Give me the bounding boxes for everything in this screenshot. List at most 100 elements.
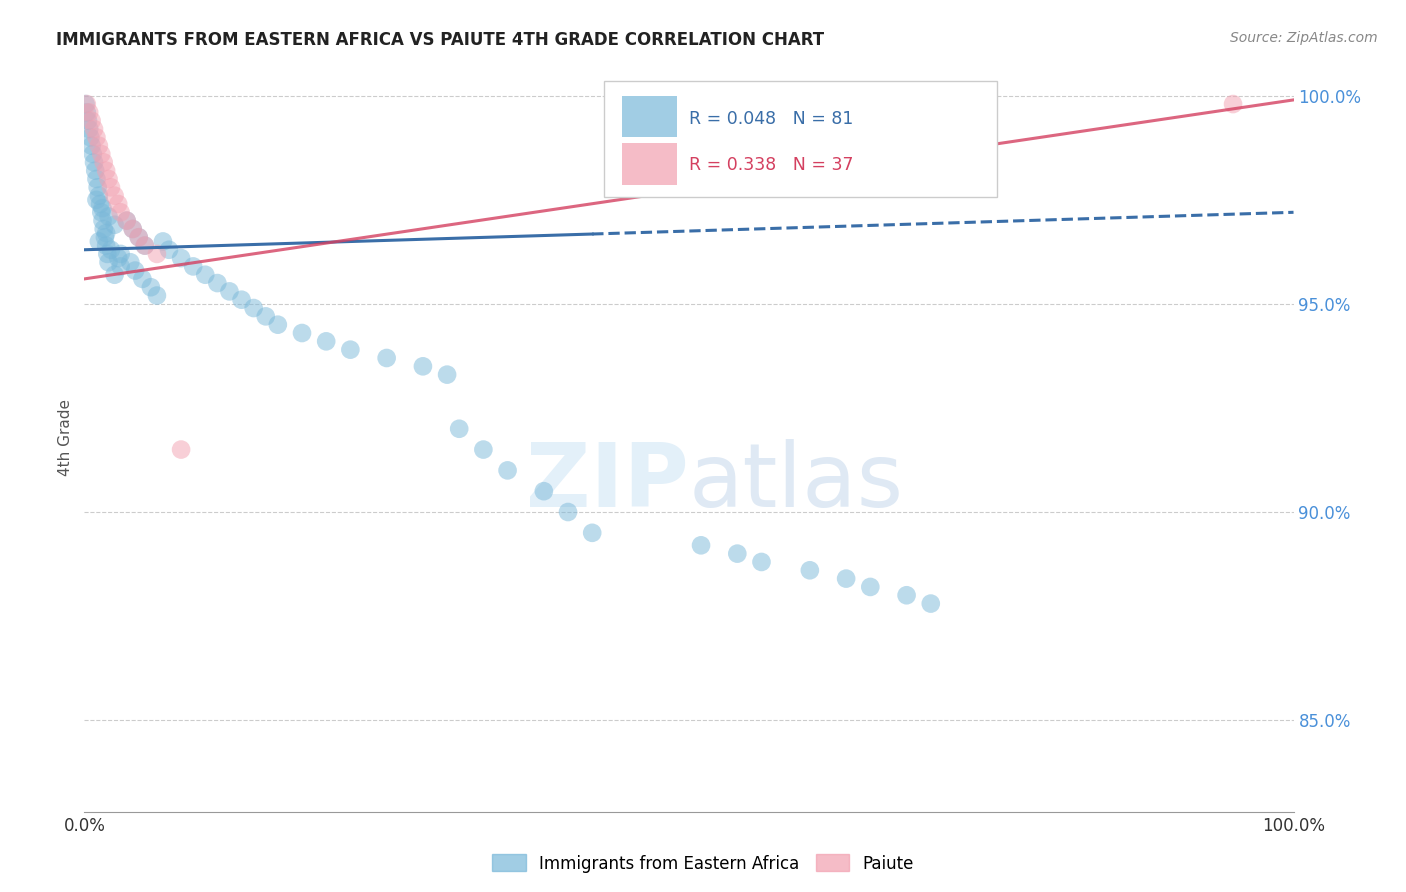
Point — [84, 163, 107, 178]
Point — [76, 97, 98, 112]
Point — [77, 105, 100, 120]
Point — [412, 359, 434, 374]
Point — [104, 188, 127, 202]
Point — [665, 97, 688, 112]
Point — [104, 218, 127, 232]
Point — [690, 538, 713, 552]
Point — [79, 130, 101, 145]
Point — [170, 251, 193, 265]
Point — [683, 105, 706, 120]
Point — [83, 155, 105, 169]
Point — [131, 272, 153, 286]
Point — [86, 172, 108, 186]
Point — [94, 163, 117, 178]
Point — [124, 263, 146, 277]
Point — [720, 130, 742, 145]
Point — [100, 243, 122, 257]
Point — [115, 213, 138, 227]
Point — [859, 580, 882, 594]
Point — [87, 235, 110, 249]
Point — [115, 213, 138, 227]
Point — [291, 326, 314, 340]
Point — [97, 172, 120, 186]
Point — [91, 213, 114, 227]
Point — [375, 351, 398, 365]
Point — [146, 247, 169, 261]
Point — [87, 188, 110, 202]
Point — [449, 422, 471, 436]
Point — [75, 97, 97, 112]
Point — [533, 484, 555, 499]
Point — [267, 318, 290, 332]
Y-axis label: 4th Grade: 4th Grade — [58, 399, 73, 475]
Point — [121, 222, 143, 236]
Point — [315, 334, 337, 349]
Point — [90, 147, 112, 161]
Point — [231, 293, 253, 307]
Point — [82, 147, 104, 161]
Point — [80, 138, 103, 153]
Point — [90, 205, 112, 219]
Point — [756, 147, 779, 161]
FancyBboxPatch shape — [623, 96, 676, 137]
Point — [696, 113, 718, 128]
Point — [242, 301, 264, 315]
Text: R = 0.338   N = 37: R = 0.338 N = 37 — [689, 156, 853, 174]
Point — [107, 197, 129, 211]
Point — [134, 238, 156, 252]
Point — [93, 155, 115, 169]
Point — [110, 247, 132, 261]
Point — [86, 130, 108, 145]
Point — [146, 288, 169, 302]
Point — [207, 276, 229, 290]
Point — [91, 201, 114, 215]
Point — [128, 230, 150, 244]
Point — [120, 255, 142, 269]
Point — [254, 310, 277, 324]
Point — [97, 255, 120, 269]
Text: IMMIGRANTS FROM EASTERN AFRICA VS PAIUTE 4TH GRADE CORRELATION CHART: IMMIGRANTS FROM EASTERN AFRICA VS PAIUTE… — [56, 31, 824, 49]
Point — [87, 138, 110, 153]
Point — [86, 180, 108, 194]
Point — [799, 563, 821, 577]
Point — [77, 122, 100, 136]
Point — [436, 368, 458, 382]
Text: Source: ZipAtlas.com: Source: ZipAtlas.com — [1230, 31, 1378, 45]
Point — [128, 230, 150, 244]
Point — [83, 122, 105, 136]
Point — [725, 547, 748, 561]
Point — [194, 268, 217, 282]
Point — [134, 238, 156, 252]
Point — [110, 260, 132, 274]
Point — [96, 247, 118, 261]
Point — [751, 555, 773, 569]
Point — [920, 597, 942, 611]
FancyBboxPatch shape — [605, 81, 997, 197]
Text: atlas: atlas — [689, 439, 904, 525]
Point — [738, 138, 761, 153]
Point — [181, 260, 204, 274]
Point — [339, 343, 361, 357]
Legend: Immigrants from Eastern Africa, Paiute: Immigrants from Eastern Africa, Paiute — [485, 847, 921, 880]
Point — [97, 210, 120, 224]
Point — [581, 525, 603, 540]
Point — [152, 235, 174, 249]
Point — [110, 205, 132, 219]
Point — [86, 193, 108, 207]
Point — [835, 572, 858, 586]
Point — [94, 230, 117, 244]
Point — [107, 251, 129, 265]
Point — [170, 442, 193, 457]
Point — [94, 238, 117, 252]
Point — [76, 105, 98, 120]
Point — [1222, 97, 1244, 112]
Point — [89, 197, 111, 211]
Text: ZIP: ZIP — [526, 439, 689, 525]
Point — [496, 463, 519, 477]
Point — [80, 113, 103, 128]
Point — [100, 180, 122, 194]
Point — [472, 442, 495, 457]
Point — [218, 285, 240, 299]
Point — [77, 113, 100, 128]
Point — [709, 122, 731, 136]
